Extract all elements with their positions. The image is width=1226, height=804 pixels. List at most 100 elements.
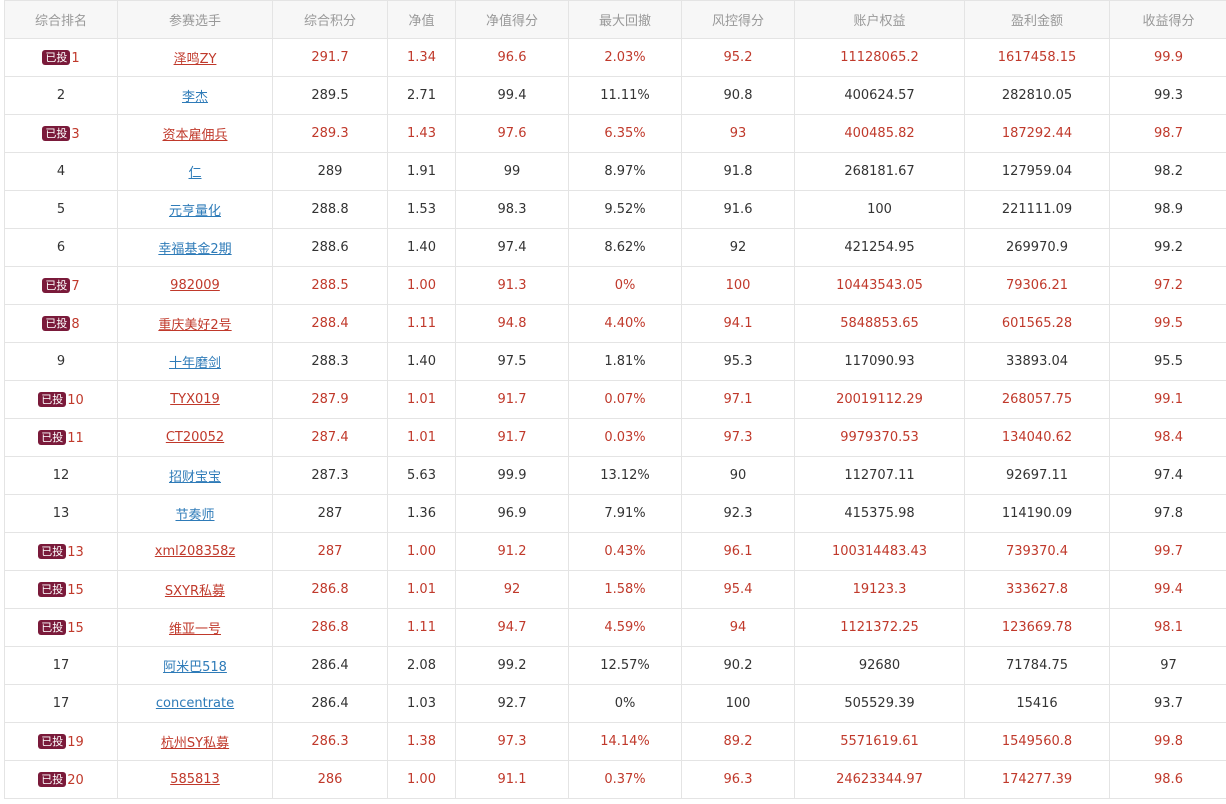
table-row: 已投 10 TYX019 287.9 1.01 91.7 0.07% 97.1 2… xyxy=(4,380,1226,419)
invested-badge: 已投 xyxy=(38,771,67,787)
nav-cell: 1.91 xyxy=(387,152,456,191)
risk-score-cell: 97.1 xyxy=(681,380,795,419)
max-drawdown-cell: 4.40% xyxy=(568,304,682,343)
nav-score-cell: 91.1 xyxy=(455,760,569,799)
nav-cell: 2.08 xyxy=(387,646,456,685)
col-header-rank[interactable]: 综合排名 xyxy=(4,0,118,39)
player-name-link[interactable]: 招财宝宝 xyxy=(168,470,221,485)
player-name-link[interactable]: 阿米巴518 xyxy=(163,660,227,675)
player-cell: 幸福基金2期 xyxy=(117,228,273,267)
return-score-cell: 93.7 xyxy=(1109,684,1226,723)
profit-cell: 269970.9 xyxy=(964,228,1110,267)
score-cell: 286 xyxy=(272,760,388,799)
player-name-link[interactable]: concentrate xyxy=(155,696,235,711)
col-header-score[interactable]: 综合积分 xyxy=(272,0,388,39)
max-drawdown-cell: 0% xyxy=(568,684,682,723)
player-name-link[interactable]: 982009 xyxy=(170,278,220,293)
rank-cell: 已投 1 xyxy=(4,38,118,77)
nav-cell: 5.63 xyxy=(387,456,456,495)
table-row: 17 阿米巴518 286.4 2.08 99.2 12.57% 90.2 92… xyxy=(4,646,1226,685)
col-header-max-drawdown[interactable]: 最大回撤 xyxy=(568,0,682,39)
profit-cell: 333627.8 xyxy=(964,570,1110,609)
table-row: 已投 19 杭州SY私募 286.3 1.38 97.3 14.14% 89.2 … xyxy=(4,722,1226,761)
player-name-link[interactable]: 幸福基金2期 xyxy=(158,242,232,257)
nav-score-cell: 94.8 xyxy=(455,304,569,343)
rank-cell: 已投 11 xyxy=(4,418,118,457)
invested-badge: 已投 xyxy=(42,49,71,65)
rank-value: 4 xyxy=(56,164,66,179)
player-name-link[interactable]: 585813 xyxy=(170,772,220,787)
rank-cell: 已投 10 xyxy=(4,380,118,419)
player-name-link[interactable]: CT20052 xyxy=(165,430,225,445)
risk-score-cell: 89.2 xyxy=(681,722,795,761)
equity-cell: 1121372.25 xyxy=(794,608,965,647)
invested-badge: 已投 xyxy=(38,733,67,749)
rank-value: 13 xyxy=(52,506,70,521)
player-name-link[interactable]: SXYR私募 xyxy=(164,584,226,599)
player-name-link[interactable]: 泽鸣ZY xyxy=(173,52,217,67)
player-cell: 李杰 xyxy=(117,76,273,115)
player-cell: concentrate xyxy=(117,684,273,723)
col-header-profit[interactable]: 盈利金额 xyxy=(964,0,1110,39)
profit-cell: 15416 xyxy=(964,684,1110,723)
rank-cell: 6 xyxy=(4,228,118,267)
nav-score-cell: 91.2 xyxy=(455,532,569,571)
player-cell: 982009 xyxy=(117,266,273,305)
return-score-cell: 99.1 xyxy=(1109,380,1226,419)
col-header-player[interactable]: 参赛选手 xyxy=(117,0,273,39)
max-drawdown-cell: 14.14% xyxy=(568,722,682,761)
nav-score-cell: 96.6 xyxy=(455,38,569,77)
player-name-link[interactable]: 十年磨剑 xyxy=(168,356,221,371)
nav-cell: 1.40 xyxy=(387,342,456,381)
rank-cell: 17 xyxy=(4,646,118,685)
player-name-link[interactable]: xml208358z xyxy=(154,544,236,559)
rank-value: 8 xyxy=(71,316,80,332)
risk-score-cell: 90.8 xyxy=(681,76,795,115)
risk-score-cell: 91.6 xyxy=(681,190,795,229)
player-cell: 招财宝宝 xyxy=(117,456,273,495)
equity-cell: 10443543.05 xyxy=(794,266,965,305)
equity-cell: 9979370.53 xyxy=(794,418,965,457)
rank-value: 6 xyxy=(56,240,66,255)
return-score-cell: 99.3 xyxy=(1109,76,1226,115)
return-score-cell: 97 xyxy=(1109,646,1226,685)
max-drawdown-cell: 4.59% xyxy=(568,608,682,647)
player-name-link[interactable]: 重庆美好2号 xyxy=(158,318,232,333)
table-row: 9 十年磨剑 288.3 1.40 97.5 1.81% 95.3 117090… xyxy=(4,342,1226,381)
nav-cell: 1.40 xyxy=(387,228,456,267)
player-name-link[interactable]: 李杰 xyxy=(181,90,208,105)
profit-cell: 268057.75 xyxy=(964,380,1110,419)
col-header-nav[interactable]: 净值 xyxy=(387,0,456,39)
player-name-link[interactable]: 元亨量化 xyxy=(168,204,221,219)
equity-cell: 20019112.29 xyxy=(794,380,965,419)
nav-cell: 1.38 xyxy=(387,722,456,761)
nav-score-cell: 98.3 xyxy=(455,190,569,229)
rank-cell: 已投 15 xyxy=(4,608,118,647)
rank-cell: 已投 3 xyxy=(4,114,118,153)
player-name-link[interactable]: 节奏师 xyxy=(175,508,215,523)
equity-cell: 415375.98 xyxy=(794,494,965,533)
player-name-link[interactable]: 杭州SY私募 xyxy=(160,736,230,751)
nav-score-cell: 97.3 xyxy=(455,722,569,761)
equity-cell: 117090.93 xyxy=(794,342,965,381)
col-header-risk-score[interactable]: 风控得分 xyxy=(681,0,795,39)
rank-value: 2 xyxy=(56,88,66,103)
col-header-equity[interactable]: 账户权益 xyxy=(794,0,965,39)
risk-score-cell: 96.1 xyxy=(681,532,795,571)
col-header-nav-score[interactable]: 净值得分 xyxy=(455,0,569,39)
player-cell: 元亨量化 xyxy=(117,190,273,229)
max-drawdown-cell: 0.37% xyxy=(568,760,682,799)
player-name-link[interactable]: 仁 xyxy=(188,166,202,181)
player-cell: TYX019 xyxy=(117,380,273,419)
player-name-link[interactable]: 资本雇佣兵 xyxy=(162,128,228,143)
max-drawdown-cell: 0.03% xyxy=(568,418,682,457)
player-name-link[interactable]: 维亚一号 xyxy=(168,622,221,637)
rank-value: 7 xyxy=(71,278,80,294)
player-name-link[interactable]: TYX019 xyxy=(170,392,220,407)
rank-cell: 已投 19 xyxy=(4,722,118,761)
profit-cell: 187292.44 xyxy=(964,114,1110,153)
invested-badge: 已投 xyxy=(42,277,71,293)
risk-score-cell: 96.3 xyxy=(681,760,795,799)
max-drawdown-cell: 8.62% xyxy=(568,228,682,267)
col-header-return-score[interactable]: 收益得分 xyxy=(1109,0,1226,39)
